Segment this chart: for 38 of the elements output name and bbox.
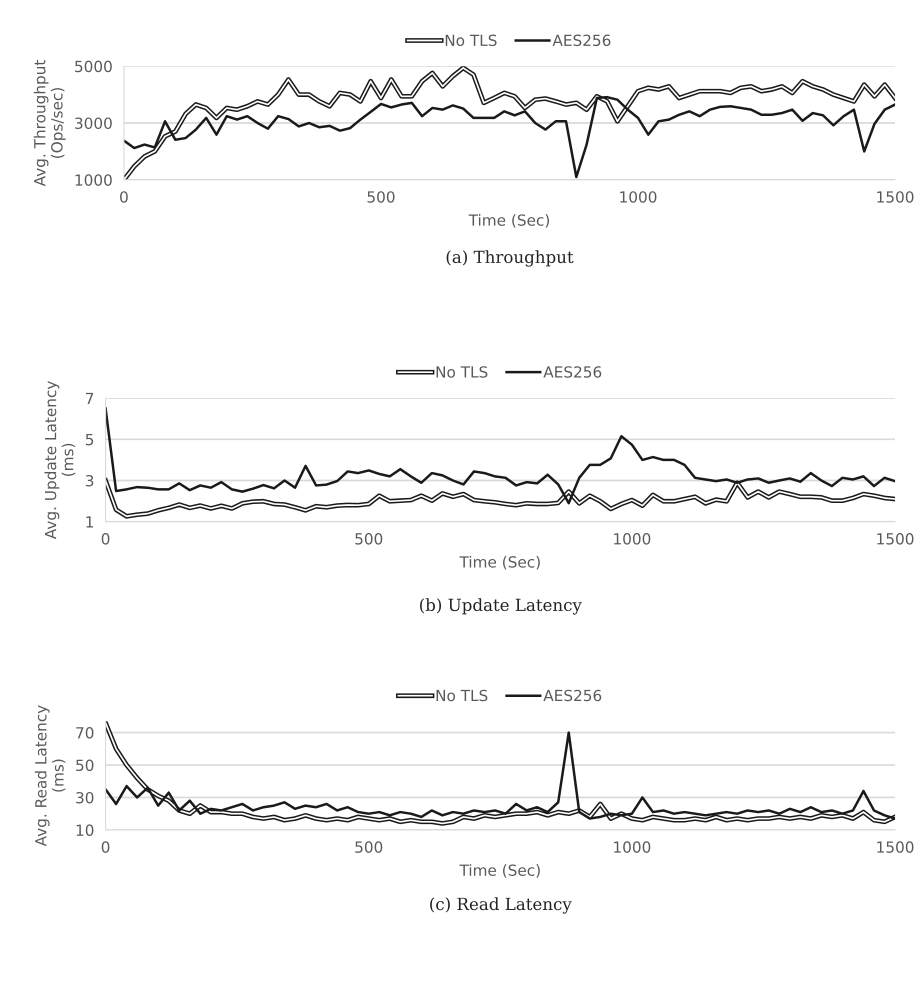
y-axis-title: Avg. Read Latency (ms) xyxy=(34,705,66,846)
y-axis-title: Avg. Update Latency (ms) xyxy=(44,381,76,540)
y-tick-label: 1000 xyxy=(76,174,112,186)
x-tick-label: 1500 xyxy=(877,191,914,203)
legend-label: No TLS xyxy=(436,690,488,702)
y-axis-title: Avg. Throughput (Ops/sec) xyxy=(34,60,66,186)
text: (a) Throughput xyxy=(446,250,574,267)
x-tick-label: 0 xyxy=(102,841,110,853)
y-tick-label: 5 xyxy=(86,434,94,446)
text: (b) Update Latency xyxy=(420,598,582,615)
y-tick-label: 70 xyxy=(76,727,94,739)
legend-label: AES256 xyxy=(543,690,602,702)
y-tick-label: 3 xyxy=(86,474,94,487)
x-tick-label: 1500 xyxy=(877,841,914,853)
x-axis-title: Time (Sec) xyxy=(459,864,540,878)
x-tick-label: 0 xyxy=(102,533,110,545)
y-tick-label: 30 xyxy=(76,792,94,804)
x-tick-label: 500 xyxy=(368,191,395,203)
x-tick-label: 0 xyxy=(120,191,128,203)
y-tick-label: 3000 xyxy=(75,117,112,130)
y-tick-label: 1 xyxy=(86,516,94,528)
x-tick-label: 1500 xyxy=(877,533,914,545)
legend-label: No TLS xyxy=(436,366,488,378)
legend-label: AES256 xyxy=(543,366,602,378)
legend-label: No TLS xyxy=(446,34,497,46)
y-tick-label: 10 xyxy=(76,824,94,836)
text: (c) Read Latency xyxy=(430,897,572,914)
y-tick-label: 7 xyxy=(86,392,94,404)
y-tick-label: 5000 xyxy=(75,60,112,72)
x-tick-label: 1000 xyxy=(614,533,650,545)
x-axis-title: Time (Sec) xyxy=(459,556,540,570)
x-tick-label: 500 xyxy=(355,841,382,853)
x-axis-title: Time (Sec) xyxy=(468,214,550,228)
x-tick-label: 500 xyxy=(355,533,382,545)
x-tick-label: 1000 xyxy=(614,841,650,853)
legend-label: AES256 xyxy=(552,34,610,46)
x-tick-label: 1000 xyxy=(620,191,656,203)
y-tick-label: 50 xyxy=(76,760,94,772)
